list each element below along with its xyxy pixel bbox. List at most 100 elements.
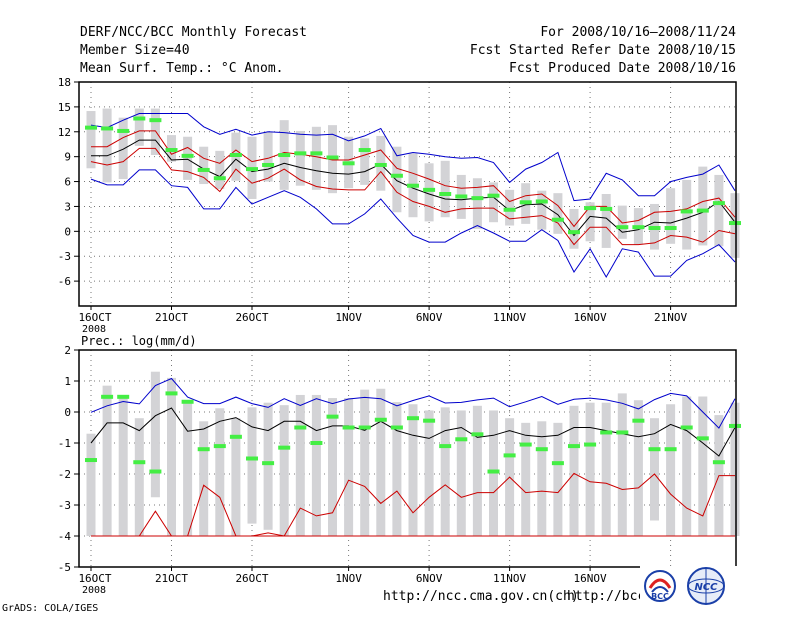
temp-median-marker	[455, 194, 468, 199]
prec-median-marker	[294, 425, 307, 430]
prec-member-box	[150, 371, 160, 498]
temp-median-marker	[101, 126, 114, 131]
prec-member-box	[666, 404, 676, 536]
prec-median-marker	[519, 442, 532, 447]
prec-xtick-label: 6NOV	[416, 572, 443, 585]
prec-median-marker	[503, 453, 516, 458]
prec-member-box	[263, 402, 273, 530]
prec-median-marker	[439, 444, 452, 449]
prec-median-marker	[165, 391, 178, 396]
temp-median-marker	[342, 161, 355, 166]
prec-median-marker	[729, 423, 741, 428]
prec-member-box	[199, 421, 209, 536]
prec-median-marker	[423, 418, 436, 423]
bcc-url[interactable]: http://bcc.c	[567, 589, 661, 604]
prec-member-box	[408, 404, 418, 536]
temp-xtick-label: 1NOV	[335, 311, 362, 324]
temp-member-box	[617, 205, 627, 239]
prec-median-marker	[342, 425, 355, 430]
prec-median-marker	[85, 458, 97, 463]
prec-median-marker	[326, 414, 339, 419]
temp-median-marker	[181, 153, 194, 158]
prec-member-box	[730, 402, 740, 536]
prec-ytick-label: -2	[58, 468, 71, 481]
prec-member-box	[231, 418, 241, 536]
prec-median-marker	[648, 447, 661, 452]
temp-median-marker	[551, 217, 564, 222]
prec-ytick-label: 0	[64, 406, 71, 419]
prec-member-box	[392, 402, 402, 536]
temp-member-box	[102, 108, 112, 183]
prec-member-box	[328, 398, 337, 536]
temp-median-marker	[133, 116, 146, 121]
prec-member-box	[537, 421, 547, 536]
temp-xtick-label: 21OCT	[155, 311, 188, 324]
prec-xtick-label: 16OCT	[78, 572, 111, 585]
temp-median-marker	[519, 200, 532, 205]
prec-member-box	[617, 393, 627, 536]
prec-median-marker	[487, 469, 500, 474]
temp-ytick-label: 6	[64, 176, 71, 189]
prec-median-marker	[680, 425, 693, 430]
prec-median-marker	[197, 447, 210, 452]
temp-ytick-label: 12	[58, 126, 71, 139]
prec-median-marker	[535, 447, 548, 452]
prec-xtick-label: 1NOV	[335, 572, 362, 585]
prec-median-marker	[584, 442, 597, 447]
temp-member-box	[134, 108, 144, 146]
temp-ytick-label: -6	[58, 275, 71, 288]
temp-member-box	[199, 146, 209, 185]
temp-median-marker	[390, 173, 403, 178]
temp-xtick-label: 26OCT	[235, 311, 268, 324]
temp-median-marker	[729, 221, 741, 226]
temp-median-marker	[310, 151, 323, 156]
prec-member-box	[472, 405, 482, 536]
prec-median-marker	[712, 460, 725, 465]
prec-member-box	[215, 408, 225, 536]
temp-median-marker	[149, 118, 162, 123]
temp-ytick-label: -3	[58, 250, 71, 263]
prec-max-line	[90, 377, 736, 429]
prec-ytick-label: -3	[58, 499, 71, 512]
temp-median-marker	[246, 167, 258, 172]
prec-xtick-label: 26OCT	[235, 572, 268, 585]
temp-member-box	[295, 130, 305, 186]
temp-median-marker	[197, 167, 210, 172]
temp-xtick-label: 11NOV	[493, 311, 526, 324]
temp-member-box	[569, 208, 579, 249]
variable-label: Mean Surf. Temp.: °C Anom.	[80, 61, 284, 76]
prec-median-marker	[568, 444, 580, 449]
ncc-url[interactable]: http://ncc.cma.gov.cn(ch)	[383, 589, 579, 604]
temp-ytick-label: 18	[58, 76, 71, 89]
temp-median-marker	[423, 187, 436, 192]
prec-member-box	[279, 405, 289, 536]
temp-median-marker	[535, 199, 548, 204]
prec-year-label: 2008	[82, 585, 106, 596]
temp-median-marker	[584, 206, 597, 211]
temp-year-label: 2008	[82, 324, 106, 335]
prec-member-box	[183, 402, 193, 536]
temp-member-box	[311, 126, 321, 190]
bcc-logo: BCC	[644, 570, 676, 602]
temp-member-box	[601, 194, 611, 248]
prec-member-box	[585, 402, 595, 536]
temp-median-marker	[117, 128, 130, 133]
temp-member-box	[682, 179, 692, 250]
temp-median-marker	[616, 225, 629, 230]
temp-member-box	[183, 136, 193, 180]
prec-ytick-label: -5	[58, 561, 71, 574]
temp-ytick-label: 0	[64, 225, 71, 238]
temp-member-box	[553, 193, 563, 234]
prec-member-box	[344, 398, 354, 536]
prec-mean-line	[90, 407, 736, 457]
temp-lower-line	[90, 147, 736, 246]
prec-member-box	[360, 389, 370, 536]
prec-member-box	[167, 377, 176, 536]
prec-member-box	[247, 407, 257, 524]
temp-member-box	[118, 117, 128, 180]
header-right: For 2008/10/16—2008/11/24 Fcst Started Re…	[470, 24, 736, 78]
prec-member-box	[456, 410, 466, 536]
temp-median-marker	[294, 151, 307, 156]
temp-median-marker	[568, 230, 580, 235]
